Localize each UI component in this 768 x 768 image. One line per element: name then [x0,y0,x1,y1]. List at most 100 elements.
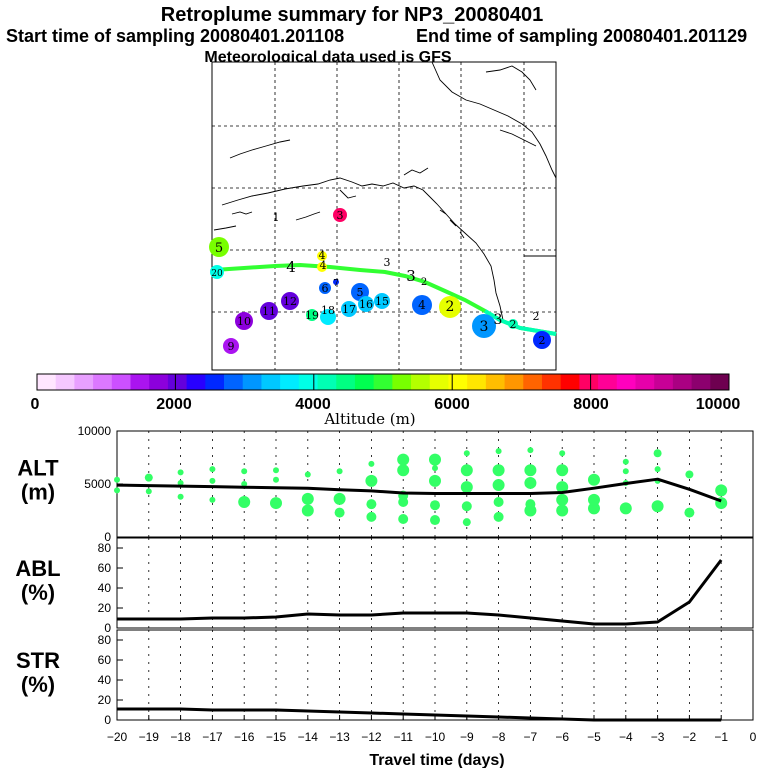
altitude-scatter-point [556,493,569,506]
altitude-scatter-point [144,473,153,482]
y-axis-label-units: (%) [21,672,55,697]
altitude-scatter-point [270,497,282,510]
altitude-scatter-point [684,507,695,518]
xtick-label: −19 [139,730,160,744]
xtick-label: −6 [555,730,569,744]
altitude-scatter-point [366,499,377,510]
marker-label: 12 [283,295,297,308]
xtick-label: 0 [750,730,757,744]
marker-dot [235,312,253,330]
colorbar-swatch [485,374,505,390]
altitude-scatter-point [241,481,248,487]
altitude-scatter-point [365,474,378,487]
marker-label: 18 [321,304,335,317]
altitude-scatter-point [525,499,536,510]
altitude-scatter-point [715,484,728,497]
altitude-scatter-point [463,450,470,457]
colorbar-swatch [261,374,281,390]
colorbar-swatch [523,374,543,390]
marker-dot [223,338,239,354]
track-label: 4 [286,258,296,276]
marker-dot [306,309,318,321]
colorbar-swatch [467,374,487,390]
coastlines [213,61,557,321]
altitude-scatter-point [209,477,216,484]
xtick-label: −5 [587,730,601,744]
altitude-scatter-point [492,464,505,477]
xtick-label: −11 [393,730,413,744]
colorbar-ticks: 0 2000 4000 6000 8000 10000 Altitude (m) [31,396,741,428]
colorbar-swatch [598,374,618,390]
marker-label: 17 [342,303,356,316]
xtick-label: −10 [425,730,446,744]
panel-frame [116,629,754,721]
xtick-label: −16 [234,730,255,744]
marker-dot [281,292,299,310]
altitude-scatter-point [430,515,440,526]
xtick-label: −1 [714,730,728,744]
marker-label: 3 [480,319,489,335]
marker-label: 1 [273,211,280,224]
marker-label: 6 [322,282,329,295]
altitude-scatter-point [556,464,569,477]
xtick-label: −7 [524,730,538,744]
marker-dot [533,331,551,349]
altitude-scatter-point [114,487,120,494]
marker-label: 4 [418,298,426,312]
altitude-scatter-point [177,479,184,486]
marker-dot [319,282,331,294]
colorbar-swatch [55,374,75,390]
altitude-scatter-point [622,458,629,465]
altitude-scatter-point [114,476,120,483]
altitude-scatter-point [432,465,438,472]
marker-dot [341,301,357,317]
altitude-scatter-point [397,453,410,466]
ytick-label: 80 [98,633,112,647]
y-axis-label: ALT [17,456,59,481]
marker-dot [439,296,461,318]
altitude-scatter-point [588,502,600,515]
altitude-scatter-point [366,511,377,522]
track-label: 3 [406,267,416,285]
altitude-scatter-point [177,493,184,500]
series-line [117,707,722,722]
altitude-scatter-point [493,497,504,508]
marker-labels: 1 3 5 4 3 6 7 5 12 11 10 9 19 18 17 16 1… [211,209,545,353]
y-axis-label-units: (%) [21,580,55,605]
marker-dot [508,319,518,329]
altitude-colorbar [36,373,730,391]
plume-markers [209,208,551,354]
xtick-label: −12 [361,730,382,744]
colorbar-tick-label: 10000 [696,396,741,413]
colorbar-swatch [149,374,169,390]
marker-label: 3 [337,209,344,222]
altitude-scatter-point [368,460,375,467]
altitude-scatter-point [559,450,566,457]
altitude-scatter-point [429,453,441,466]
colorbar-swatch [242,374,262,390]
altitude-scatter-point [398,513,409,524]
colorbar-swatch [93,374,113,390]
y-axis-label: STR [16,648,60,673]
marker-label: 7 [333,279,339,289]
track-label: 3 [494,312,503,328]
ytick-label: 0 [104,530,111,544]
colorbar-swatch [411,374,431,390]
altitude-scatter-point [654,466,661,473]
altitude-scatter-point [524,476,537,489]
altitude-scatter-point [495,448,502,455]
altitude-scatter-point [685,470,694,479]
altitude-scatter-point [429,474,441,487]
colorbar-swatch [392,374,412,390]
altitude-scatter-point [462,518,471,527]
altitude-scatter-point [524,464,537,477]
altitude-scatter-point [238,496,251,509]
marker-dot [210,265,224,279]
colorbar-swatch [560,374,580,390]
marker-dot [358,296,374,312]
colorbar-tick-label: 2000 [156,396,192,413]
series-line [117,559,723,626]
colorbar-swatch [710,374,730,390]
colorbar-swatch [186,374,206,390]
colorbar-swatch [74,374,94,390]
